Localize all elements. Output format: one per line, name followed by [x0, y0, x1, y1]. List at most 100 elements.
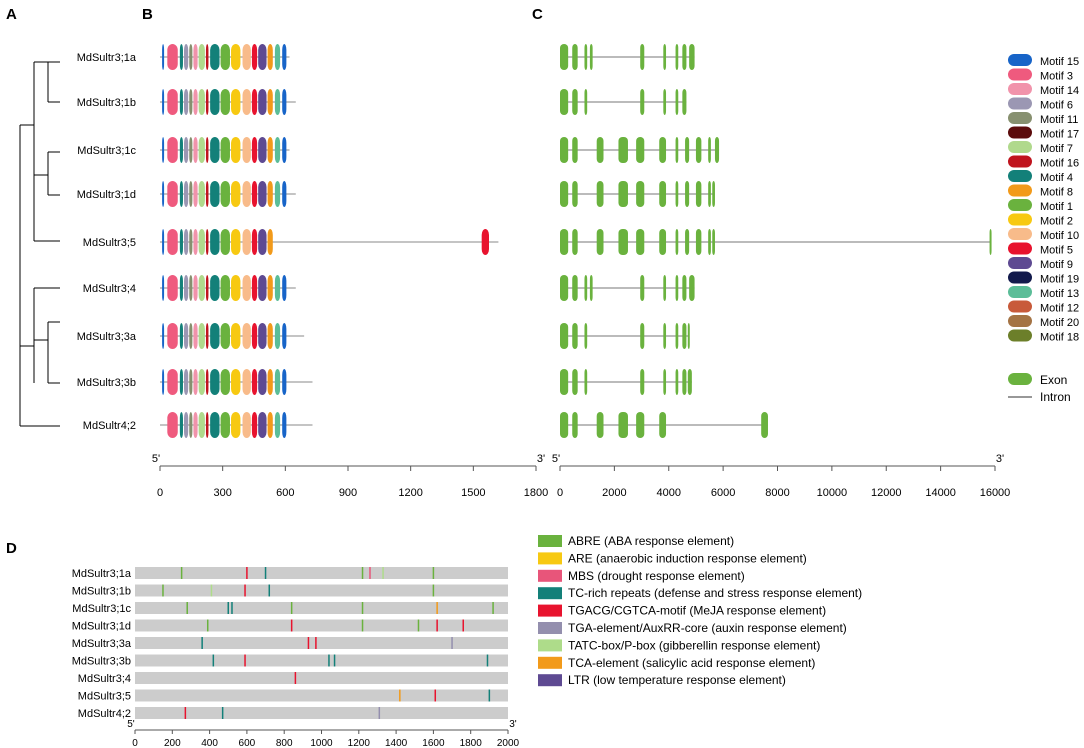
motif-legend-label: Motif 19	[1040, 274, 1079, 286]
exon-block	[596, 412, 604, 438]
motif-block	[162, 275, 165, 301]
cis-element-mark	[432, 584, 435, 597]
element-legend-label: TC-rich repeats (defense and stress resp…	[568, 586, 862, 600]
exon-block	[663, 275, 667, 301]
gene-label: MdSultr3;1b	[77, 97, 136, 109]
motif-block	[179, 275, 183, 301]
motif-block	[189, 369, 193, 395]
exon-block	[675, 275, 679, 301]
motif-block	[167, 137, 178, 163]
motif-block	[167, 412, 178, 438]
cis-element-mark	[399, 689, 401, 702]
motif-block	[267, 44, 273, 70]
exon-block	[685, 137, 690, 163]
cis-element-mark	[436, 602, 438, 614]
promoter-gene-label: MdSultr3;1c	[72, 603, 131, 615]
element-legend: ABRE (ABA response element) ARE (anaerobi…	[538, 534, 862, 687]
exon-block	[560, 412, 569, 438]
cis-element-mark	[486, 654, 489, 667]
motif-block	[205, 412, 209, 438]
motif-block	[231, 229, 241, 255]
motif-block	[282, 323, 287, 349]
motif-block	[231, 323, 241, 349]
motif-legend-label: Motif 2	[1040, 216, 1073, 228]
motif-block	[282, 44, 287, 70]
x-tick-label: 1200	[398, 487, 422, 499]
exon-block	[989, 229, 992, 255]
exon-block	[636, 412, 645, 438]
exon-block	[636, 181, 645, 207]
motif-block	[274, 44, 281, 70]
exon-block	[584, 323, 588, 349]
exon-block	[589, 44, 593, 70]
exon-block	[687, 369, 692, 395]
motif-block	[198, 369, 205, 395]
phylogenetic-tree	[19, 61, 60, 427]
motif-block	[242, 137, 251, 163]
motif-block	[274, 412, 281, 438]
exon-block	[572, 44, 578, 70]
exon-block	[689, 275, 695, 301]
motif-block	[205, 44, 209, 70]
x-tick-label: 300	[213, 487, 231, 499]
promoter-bar	[135, 584, 508, 597]
motif-legend-swatch	[1008, 286, 1032, 298]
motif-block	[193, 369, 198, 395]
x-tick-label: 900	[339, 487, 357, 499]
motif-legend-label: Motif 8	[1040, 187, 1073, 199]
exon-block	[618, 412, 628, 438]
cis-element-mark	[162, 584, 164, 597]
motif-block	[210, 229, 220, 255]
motif-block	[267, 89, 273, 115]
motif-block	[210, 181, 220, 207]
motif-block	[167, 89, 178, 115]
exon-block	[584, 44, 588, 70]
exon-block	[584, 369, 588, 395]
cis-element-mark	[434, 689, 437, 702]
motif-block	[220, 44, 230, 70]
element-legend-swatch	[538, 587, 562, 600]
motif-panel: MdSultr3;1a MdSultr3;1b MdSultr3;1c MdSultr…	[77, 44, 548, 499]
cis-element-mark	[333, 654, 336, 667]
exon-block	[560, 89, 569, 115]
exon-block	[659, 229, 667, 255]
x-tick-label: 8000	[765, 487, 789, 499]
motif-block	[251, 369, 258, 395]
element-legend-label: TATC-box/P-box (gibberellin response ele…	[568, 638, 820, 652]
motif-block	[193, 323, 198, 349]
motif-block	[210, 44, 220, 70]
x-tick-label: 1800	[524, 487, 548, 499]
intron-legend-label: Intron	[1040, 390, 1071, 404]
exon-legend-swatch	[1008, 373, 1032, 385]
exon-block	[675, 229, 679, 255]
exon-block	[560, 44, 569, 70]
cis-element-mark	[290, 619, 293, 632]
exon-block	[584, 89, 588, 115]
motif-block	[220, 323, 230, 349]
motif-legend-swatch	[1008, 199, 1032, 211]
x-tick-label: 800	[276, 738, 293, 748]
scale-start-label: 5'	[127, 719, 135, 730]
cis-element-mark	[180, 567, 183, 579]
motif-block	[251, 89, 258, 115]
motif-legend-label: Motif 4	[1040, 172, 1073, 184]
motif-block	[205, 275, 209, 301]
motif-block	[267, 137, 273, 163]
cis-element-mark	[231, 602, 233, 614]
exon-block	[572, 229, 578, 255]
exon-block	[596, 181, 604, 207]
exon-block	[572, 181, 578, 207]
motif-block	[210, 275, 220, 301]
motif-block	[179, 44, 183, 70]
motif-legend-label: Motif 5	[1040, 245, 1073, 257]
panel-label-a: A	[6, 6, 17, 23]
motif-block	[242, 89, 251, 115]
motif-legend-label: Motif 11	[1040, 114, 1078, 126]
motif-block	[184, 137, 189, 163]
motif-block	[282, 137, 287, 163]
motif-block	[162, 89, 165, 115]
motif-block	[282, 275, 287, 301]
motif-legend-swatch	[1008, 213, 1032, 226]
motif-legend-swatch	[1008, 257, 1032, 269]
exon-block	[682, 89, 687, 115]
